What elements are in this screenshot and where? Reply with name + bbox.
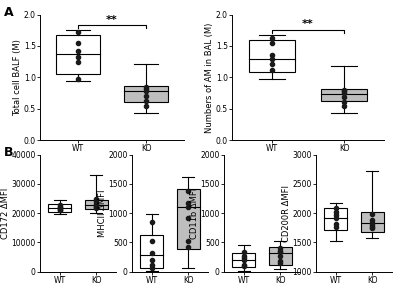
Y-axis label: Numbers of AM in BAL (M): Numbers of AM in BAL (M) xyxy=(205,22,214,133)
Bar xyxy=(324,208,348,230)
Text: **: ** xyxy=(106,15,118,25)
Y-axis label: MHCII ΔMFI: MHCII ΔMFI xyxy=(98,190,107,237)
Bar xyxy=(56,35,100,74)
Y-axis label: Total cell BALF (M): Total cell BALF (M) xyxy=(13,39,22,116)
Bar xyxy=(124,86,168,102)
Bar xyxy=(140,235,164,268)
Bar xyxy=(232,253,256,267)
Text: A: A xyxy=(4,6,14,19)
Text: B: B xyxy=(4,146,14,159)
Bar xyxy=(360,212,384,232)
Y-axis label: CD11b ΔMFI: CD11b ΔMFI xyxy=(190,187,199,239)
Bar xyxy=(321,89,367,101)
Bar xyxy=(268,247,292,265)
Text: **: ** xyxy=(302,19,314,29)
Bar xyxy=(84,200,108,209)
Y-axis label: CD200R ΔMFI: CD200R ΔMFI xyxy=(282,185,291,242)
Bar xyxy=(48,204,72,212)
Bar xyxy=(249,40,295,72)
Bar xyxy=(176,189,200,249)
Y-axis label: CD172 ΔMFI: CD172 ΔMFI xyxy=(1,187,10,239)
